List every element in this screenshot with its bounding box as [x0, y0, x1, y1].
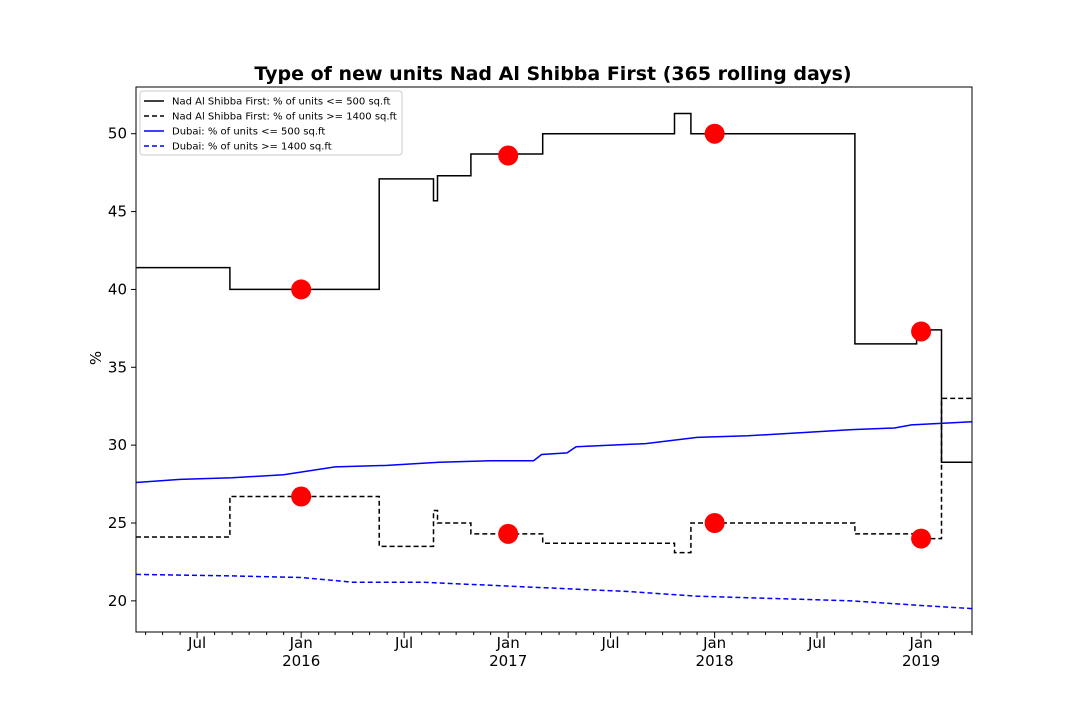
- y-tick-label-20: 20: [108, 592, 127, 610]
- x-tick-label-2019-01-01: Jan: [909, 634, 933, 652]
- legend-label-nad-al-shibba-first-of-units-500-sq-ft: Nad Al Shibba First: % of units <= 500 s…: [172, 97, 391, 108]
- y-tick-label-50: 50: [108, 125, 127, 143]
- y-tick-label-30: 30: [108, 436, 127, 454]
- x-tick-label-2015-07-01: Jul: [187, 634, 206, 652]
- chart-title: Type of new units Nad Al Shibba First (3…: [254, 63, 851, 85]
- y-tick-label-25: 25: [108, 514, 127, 532]
- y-axis-title: %: [87, 351, 105, 365]
- marker-point-4: [911, 321, 932, 342]
- plot-frame: [135, 86, 973, 633]
- y-tick-label-35: 35: [108, 358, 127, 376]
- series-line-4: [135, 573, 973, 610]
- y-tick-label-40: 40: [108, 280, 127, 298]
- marker-point-7: [704, 513, 725, 533]
- x-tick-label-2017-01-01: Jan: [496, 634, 520, 652]
- x-tick-label-2018-01-01: Jan: [702, 634, 726, 652]
- marker-point-2: [498, 145, 519, 166]
- y-tick-label-45: 45: [108, 203, 127, 221]
- legend-box: [139, 90, 403, 156]
- x-tick-label-2017-07-01: Jul: [601, 634, 620, 652]
- x-tick-year-2018: 2018: [696, 652, 734, 670]
- x-tick-year-2019: 2019: [902, 652, 940, 670]
- legend-label-dubai-of-units-1400-sq-ft: Dubai: % of units >= 1400 sq.ft: [172, 142, 332, 153]
- series-line-2: [136, 397, 972, 554]
- marker-point-5: [291, 486, 312, 507]
- legend-label-nad-al-shibba-first-of-units-1400-sq-ft: Nad Al Shibba First: % of units >= 1400 …: [172, 112, 397, 123]
- plot-area: [135, 112, 973, 610]
- series-line-3: [135, 421, 973, 484]
- legend-label-dubai-of-units-500-sq-ft: Dubai: % of units <= 500 sq.ft: [172, 127, 325, 138]
- series-line-1: [136, 112, 972, 464]
- marker-point-8: [911, 528, 932, 549]
- x-tick-label-2018-07-01: Jul: [807, 634, 826, 652]
- marker-point-6: [498, 523, 519, 544]
- legend: Nad Al Shibba First: % of units <= 500 s…: [139, 90, 403, 156]
- x-tick-label-2016-01-01: Jan: [289, 634, 313, 652]
- x-tick-label-2016-07-01: Jul: [394, 634, 413, 652]
- marker-point-1: [291, 279, 312, 300]
- x-tick-year-2016: 2016: [282, 652, 320, 670]
- marker-point-3: [704, 123, 725, 144]
- x-tick-year-2017: 2017: [489, 652, 527, 670]
